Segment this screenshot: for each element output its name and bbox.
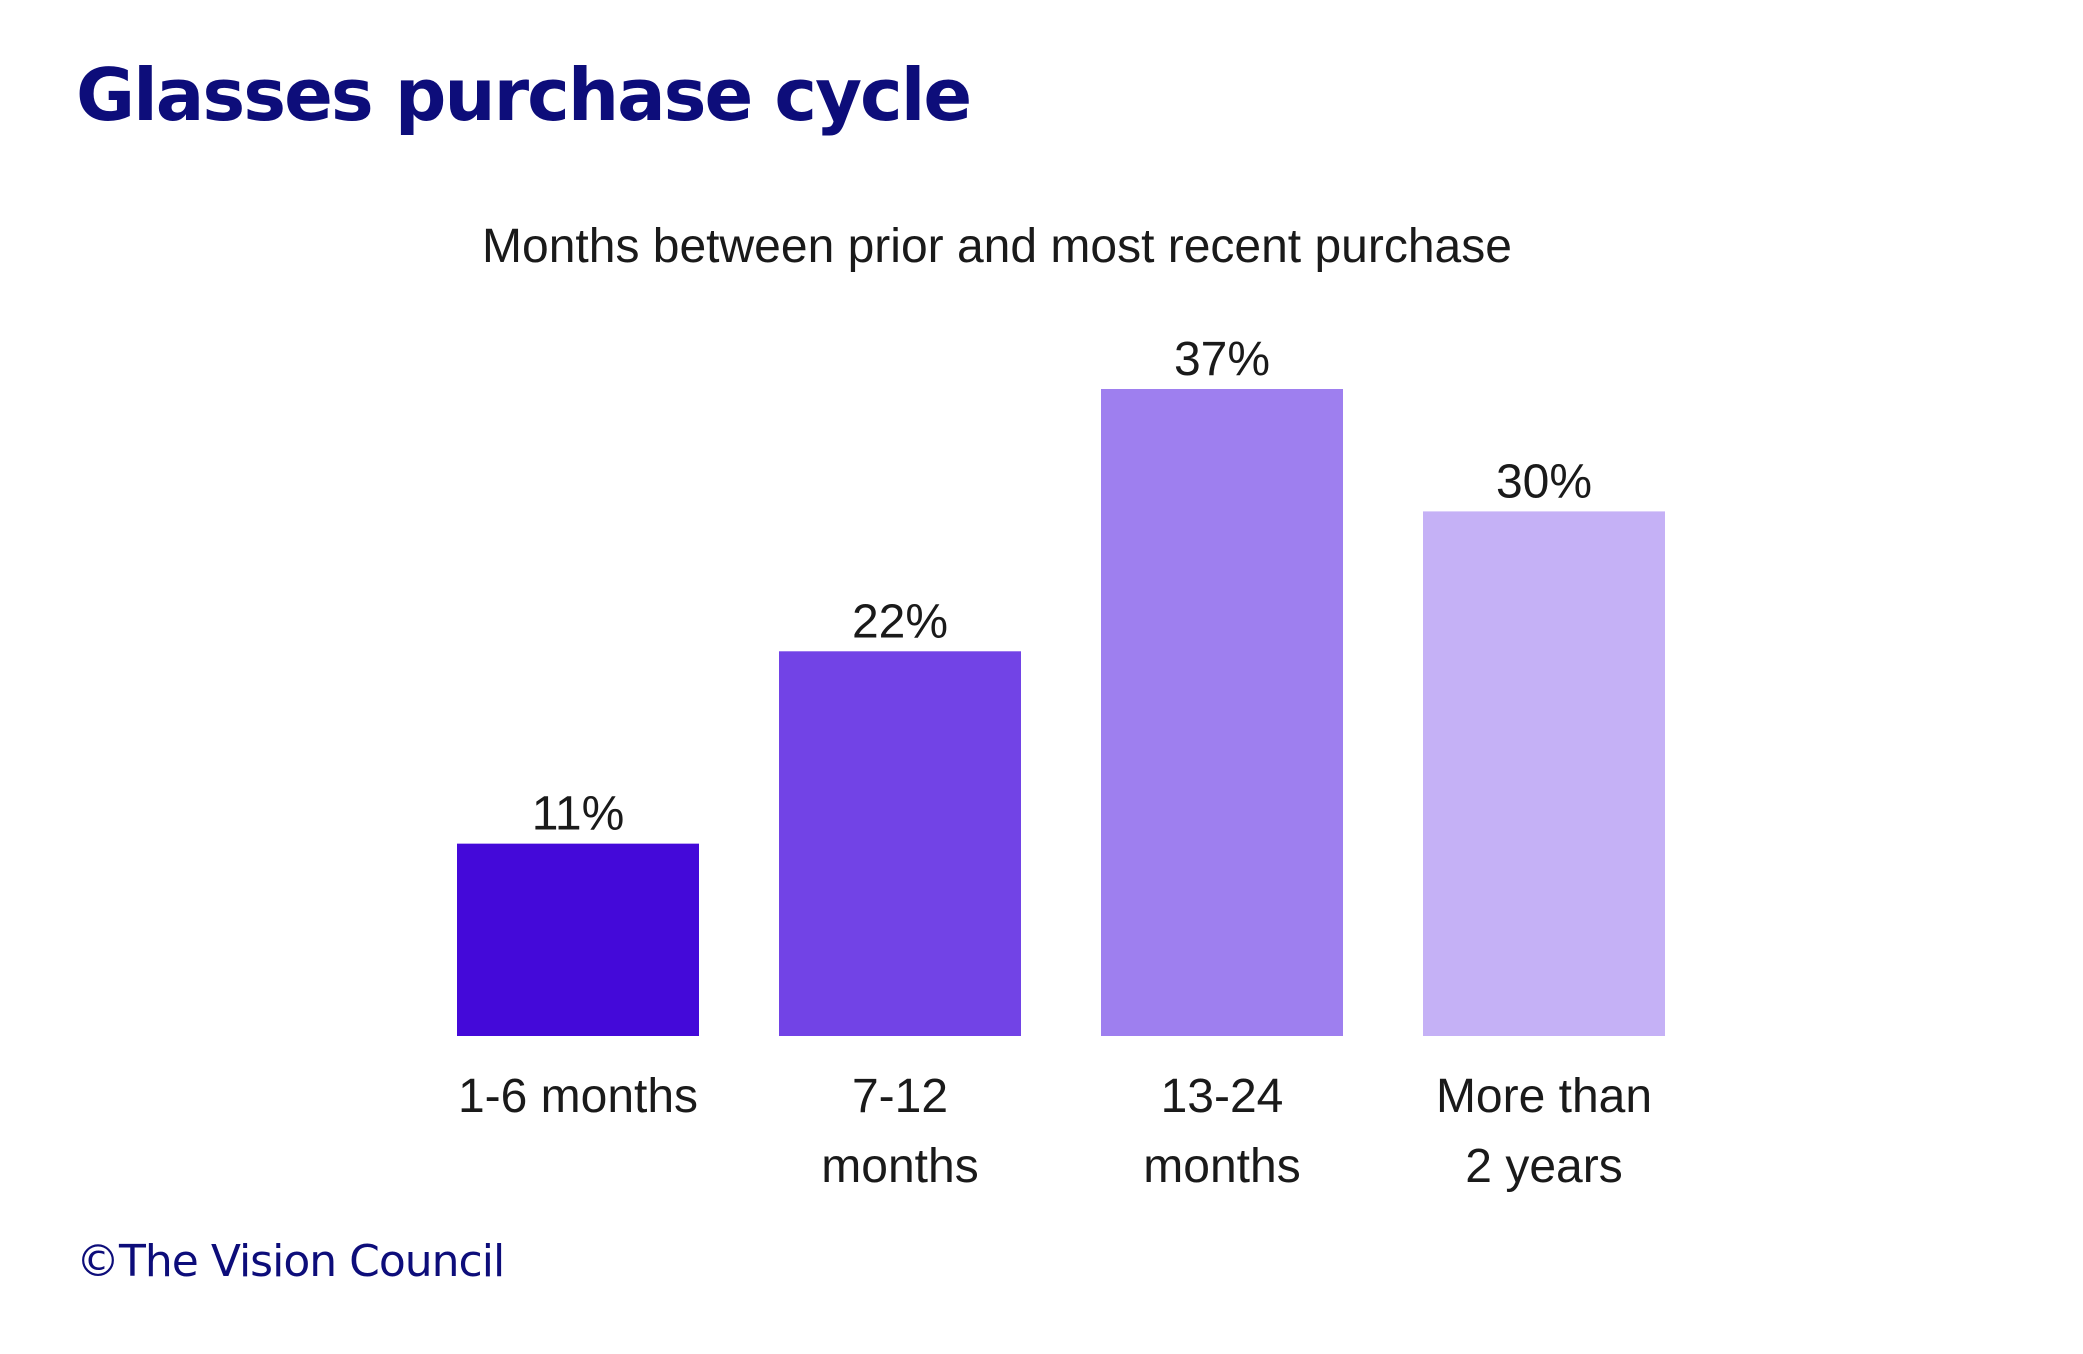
bar-4 (1423, 511, 1665, 1036)
bar-3 (1101, 389, 1343, 1036)
category-label-line: 7-12 (852, 1070, 948, 1123)
page-title: Glasses purchase cycle (76, 53, 972, 137)
bars-group (457, 389, 1665, 1036)
category-labels-group: 1-6 months 7-12 months 13-24 months More than… (458, 1070, 1652, 1193)
category-label-line: 1-6 months (458, 1070, 698, 1123)
category-label-1: 1-6 months (458, 1070, 698, 1123)
category-label-line: 13-24 (1161, 1070, 1284, 1123)
chart-subtitle: Months between prior and most recent pur… (482, 220, 1512, 273)
category-label-3: 13-24 months (1143, 1070, 1300, 1193)
value-label-1: 11% (532, 788, 625, 841)
category-label-2: 7-12 months (821, 1070, 978, 1193)
bar-1 (457, 843, 699, 1036)
category-label-4: More than 2 years (1436, 1070, 1652, 1193)
bar-2 (779, 651, 1021, 1036)
category-label-line: months (1143, 1140, 1300, 1193)
value-label-3: 37% (1174, 333, 1270, 386)
footer-credit: ©The Vision Council (76, 1236, 505, 1287)
value-label-4: 30% (1496, 455, 1592, 508)
category-label-line: 2 years (1465, 1140, 1622, 1193)
category-label-line: More than (1436, 1070, 1652, 1123)
value-label-2: 22% (852, 595, 948, 648)
category-label-line: months (821, 1140, 978, 1193)
value-labels-group: 11% 22% 37% 30% (532, 333, 1592, 841)
